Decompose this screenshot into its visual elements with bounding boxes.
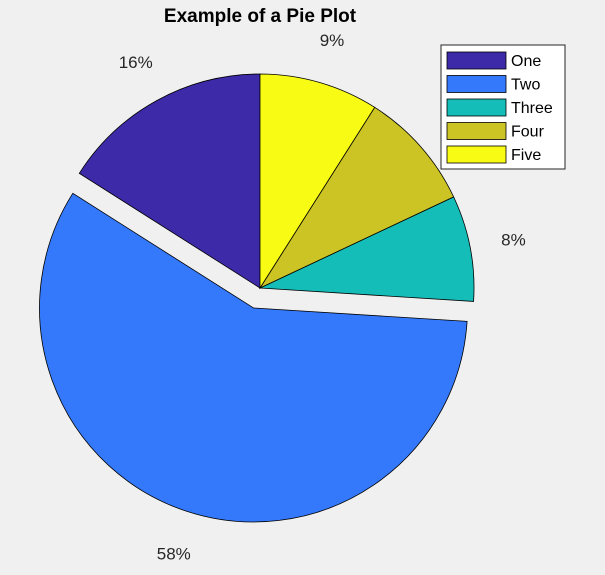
percent-labels: 16% 58% 8% 9% [119, 31, 526, 563]
legend-label-three: Three [511, 100, 553, 117]
percent-label-one: 16% [119, 53, 153, 72]
legend: One Two Three Four Five [440, 44, 566, 170]
pie-slice-two [39, 192, 468, 523]
percent-label-five: 9% [320, 31, 345, 50]
legend-swatch-one [446, 51, 507, 70]
legend-swatch-five [446, 145, 507, 164]
legend-label-one: One [511, 53, 541, 70]
pie-slices [39, 73, 475, 523]
percent-label-two: 58% [157, 544, 191, 563]
percent-label-three: 8% [501, 231, 526, 250]
legend-swatch-four [446, 122, 507, 140]
legend-swatch-three [446, 98, 507, 117]
chart-title: Example of a Pie Plot [163, 6, 357, 27]
legend-swatch-two [446, 75, 507, 93]
pie-slice-four [258, 106, 455, 289]
pie-slice-one [78, 73, 261, 289]
legend-label-two: Two [511, 77, 540, 94]
pie-slice-five [259, 73, 376, 290]
legend-label-four: Four [511, 124, 545, 141]
pie-slice-three [259, 196, 475, 302]
legend-label-five: Five [511, 147, 541, 164]
